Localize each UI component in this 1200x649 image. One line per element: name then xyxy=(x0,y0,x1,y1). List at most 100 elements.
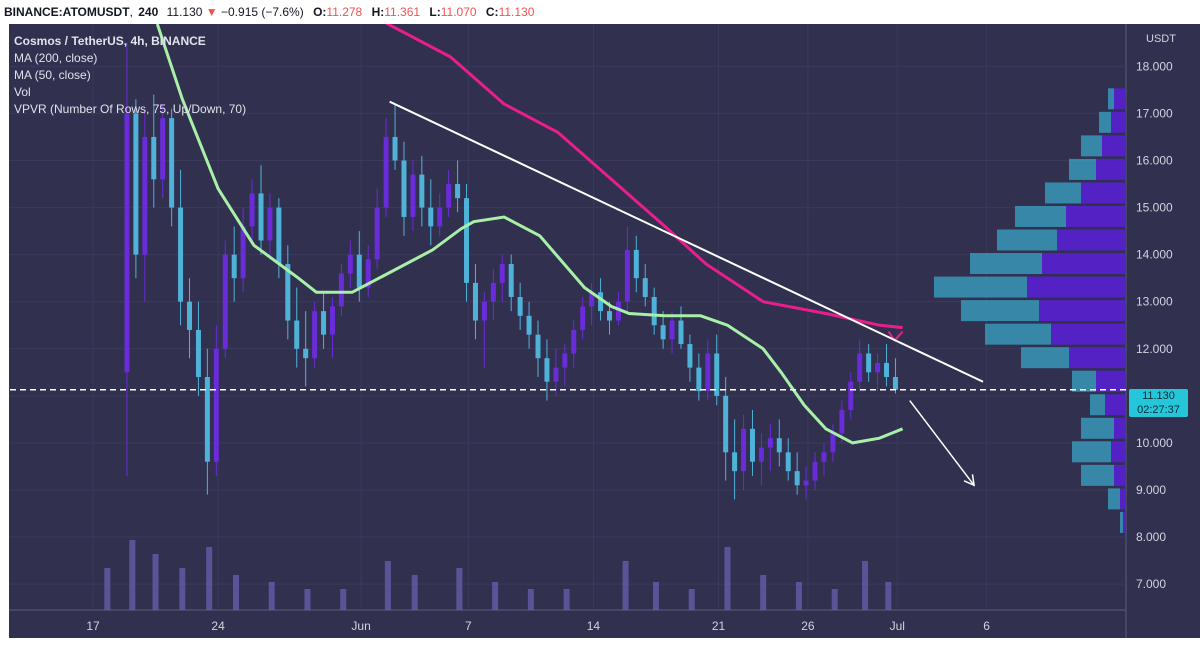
candle-body xyxy=(267,207,273,241)
indicator-ma200[interactable]: MA (200, close) xyxy=(14,51,98,65)
candle-body xyxy=(258,193,264,241)
chart-legend: Cosmos / TetherUS, 4h, BINANCE MA (200, … xyxy=(14,33,246,118)
candle-body xyxy=(231,254,237,279)
candle-body xyxy=(839,409,845,434)
candle-body xyxy=(892,377,898,390)
candle-body xyxy=(615,301,621,321)
price-tick-label: 18.000 xyxy=(1136,59,1173,73)
candle-body xyxy=(195,329,201,378)
price-tag-countdown: 02:27:37 xyxy=(1137,404,1180,416)
price-tick-label: 7.000 xyxy=(1136,577,1166,591)
volume-bar xyxy=(129,540,136,610)
candle-body xyxy=(187,301,193,330)
high-value: 11.361 xyxy=(384,5,421,19)
candle-body xyxy=(446,184,452,208)
candle-body xyxy=(383,136,389,208)
time-tick-label: 14 xyxy=(587,619,601,633)
candle-body xyxy=(749,428,755,462)
candle-body xyxy=(419,174,425,208)
candle-body xyxy=(830,433,836,453)
trendline[interactable] xyxy=(389,100,984,383)
time-axis-background xyxy=(9,610,1200,638)
candle-body xyxy=(821,452,827,462)
vpvr-up-row xyxy=(1114,464,1126,486)
vpvr-up-row xyxy=(1111,441,1126,463)
price-axis[interactable]: 7.0008.0009.00010.00011.00012.00013.0001… xyxy=(1136,59,1173,591)
vpvr-down-row xyxy=(997,229,1057,251)
vpvr-down-row xyxy=(1015,205,1066,227)
candle-body xyxy=(213,348,219,462)
price-change: −0.915 (−7.6%) xyxy=(221,5,304,19)
projection-arrow[interactable] xyxy=(909,400,975,486)
indicator-volume[interactable]: Vol xyxy=(14,85,31,99)
currency-label: USDT xyxy=(1146,33,1176,45)
volume-bar xyxy=(831,589,838,610)
candle-body xyxy=(392,136,398,161)
vpvr-up-row xyxy=(1120,488,1126,510)
ma50-line[interactable] xyxy=(155,24,904,445)
time-tick-label: 7 xyxy=(465,619,472,633)
vpvr-down-row xyxy=(985,323,1051,345)
volume-bars xyxy=(104,540,892,610)
volume-profile xyxy=(934,88,1126,533)
time-tick-label: Jul xyxy=(890,619,905,633)
candle-body xyxy=(356,254,362,288)
low-value: 11.070 xyxy=(440,5,477,19)
open-value: 11.278 xyxy=(326,5,363,19)
candle-body xyxy=(294,320,300,349)
candle-body xyxy=(455,184,461,199)
last-price: 11.130 xyxy=(166,5,203,19)
candle-body xyxy=(312,311,318,359)
candle-body xyxy=(472,282,478,321)
indicator-ma50[interactable]: MA (50, close) xyxy=(14,68,91,82)
vpvr-down-row xyxy=(1090,394,1105,416)
close-label: C: xyxy=(485,5,499,19)
candle-body xyxy=(508,264,514,297)
volume-bar xyxy=(304,589,311,610)
symbol-header: BINANCE:ATOMUSDT, 240 11.130 ▼ −0.915 (−… xyxy=(0,0,1200,24)
candle-body xyxy=(803,480,809,486)
candle-body xyxy=(553,367,559,382)
candle-body xyxy=(651,296,657,326)
volume-bar xyxy=(232,575,239,610)
vpvr-up-row xyxy=(1039,300,1126,322)
price-chart[interactable]: 7.0008.0009.00010.00011.00012.00013.0001… xyxy=(0,24,1200,638)
candle-body xyxy=(160,118,166,180)
vpvr-up-row xyxy=(1027,276,1126,298)
candle-body xyxy=(321,311,327,335)
close-value: 11.130 xyxy=(498,5,535,19)
ma200-line[interactable] xyxy=(202,24,903,330)
candle-body xyxy=(696,367,702,392)
symbol-name[interactable]: BINANCE:ATOMUSDT xyxy=(4,5,130,19)
volume-bar xyxy=(622,561,629,610)
indicator-vpvr[interactable]: VPVR (Number Of Rows, 75, Up/Down, 70) xyxy=(14,102,247,116)
down-arrow-icon: ▼ xyxy=(205,5,218,19)
candle-body xyxy=(741,428,747,472)
candle-body xyxy=(732,452,738,472)
candlesticks xyxy=(124,42,898,500)
time-axis[interactable]: 17 24 Jun 7 14 21 26 Jul 6 xyxy=(86,619,990,633)
candle-body xyxy=(374,207,380,260)
volume-bar xyxy=(563,589,570,610)
vpvr-down-row xyxy=(1069,158,1096,180)
time-tick-label: 24 xyxy=(211,619,225,633)
vpvr-down-row xyxy=(1072,441,1111,463)
vpvr-down-row xyxy=(970,253,1042,275)
vpvr-down-row xyxy=(1120,511,1123,533)
chart-title: Cosmos / TetherUS, 4h, BINANCE xyxy=(14,34,206,48)
vpvr-up-row xyxy=(1105,394,1126,416)
volume-bar xyxy=(492,582,499,610)
vpvr-up-row xyxy=(1051,323,1126,345)
candle-body xyxy=(598,292,604,312)
vpvr-up-row xyxy=(1111,111,1126,133)
candle-body xyxy=(481,301,487,321)
vpvr-down-row xyxy=(1072,370,1096,392)
price-tick-label: 13.000 xyxy=(1136,295,1173,309)
candle-body xyxy=(624,249,630,302)
volume-bar xyxy=(724,547,731,610)
timeframe-label[interactable]: 240 xyxy=(138,5,159,19)
candle-body xyxy=(365,259,371,288)
candle-body xyxy=(526,315,532,335)
vpvr-up-row xyxy=(1123,511,1126,533)
candle-body xyxy=(303,348,309,359)
